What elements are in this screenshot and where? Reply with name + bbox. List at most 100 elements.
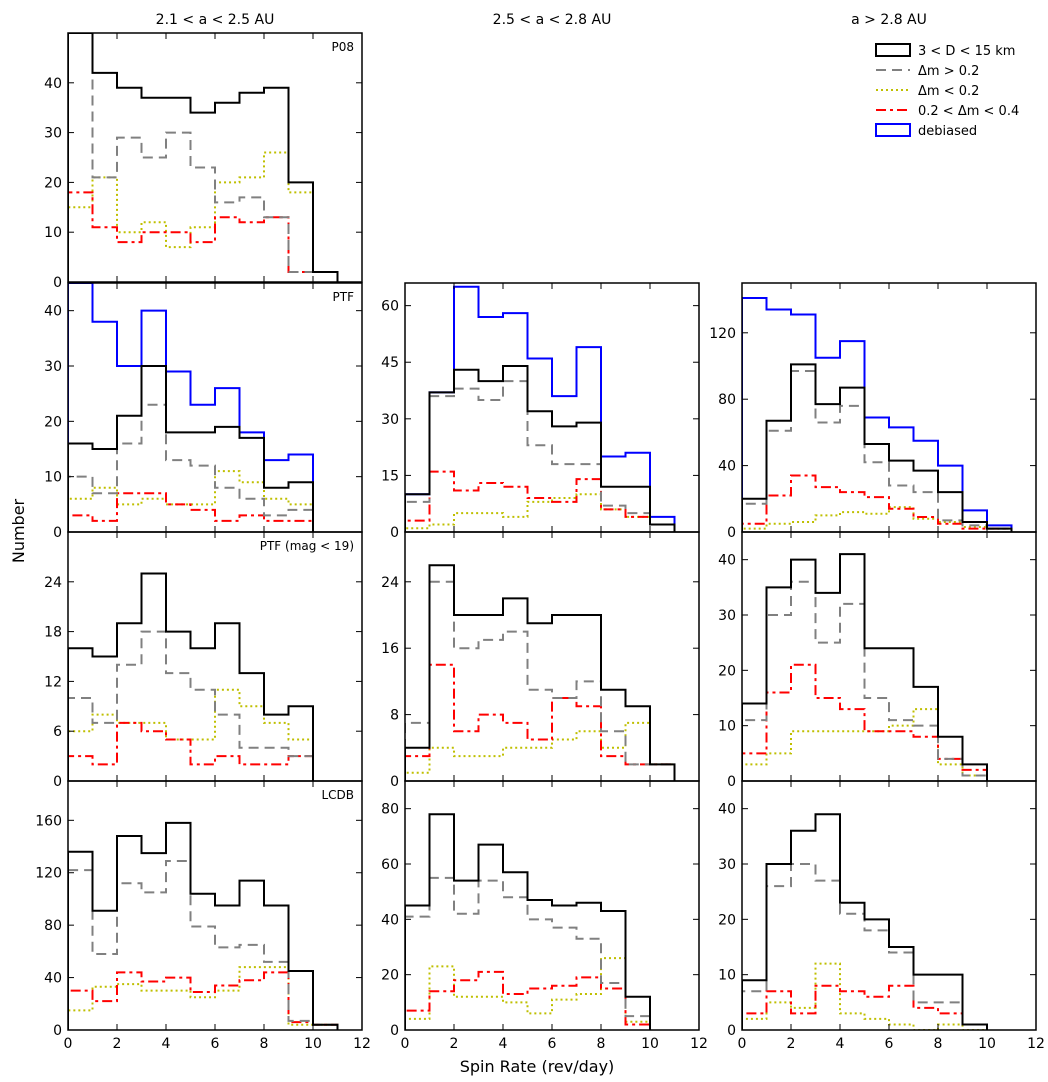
x-tick-label: 6 xyxy=(548,1036,557,1052)
y-tick-label: 20 xyxy=(718,912,736,928)
y-tick-label: 30 xyxy=(718,857,736,873)
y-tick-label: 40 xyxy=(44,304,62,320)
y-tick-label: 20 xyxy=(44,414,62,430)
x-tick-label: 2 xyxy=(450,1036,459,1052)
y-tick-label: 10 xyxy=(718,968,736,984)
series-mid-line xyxy=(68,971,339,1030)
column-title-2: 2.5 < a < 2.8 AU xyxy=(493,12,612,28)
series-lo-line xyxy=(405,721,676,781)
legend-swatch xyxy=(875,123,911,137)
y-tick-label: 45 xyxy=(381,355,399,371)
y-tick-label: 20 xyxy=(381,968,399,984)
series-main-line xyxy=(405,813,651,1030)
x-tick-label: 6 xyxy=(885,1036,894,1052)
series-main-line xyxy=(68,33,339,282)
y-tick-label: 80 xyxy=(718,392,736,408)
x-tick-label: 12 xyxy=(353,1036,371,1052)
y-tick-label: 20 xyxy=(44,175,62,191)
series-lo-line xyxy=(742,708,988,781)
series-mid-line xyxy=(68,492,314,532)
panel-series xyxy=(405,564,676,781)
y-tick-label: 40 xyxy=(381,912,399,928)
series-lo-line xyxy=(742,506,1013,532)
y-tick-label: 80 xyxy=(381,802,399,818)
series-main-line xyxy=(68,821,339,1030)
y-tick-label: 60 xyxy=(381,857,399,873)
panel-r3-c3: 0 10 20 30 40 xyxy=(718,531,1037,790)
series-hi-line xyxy=(405,580,676,781)
legend-label: Δm < 0.2 xyxy=(918,84,979,99)
x-axis-label: Spin Rate (rev/day) xyxy=(460,1057,615,1076)
y-tick-label: 8 xyxy=(390,708,399,724)
panel-r4-c2: 0 20 40 60 80 0 2 4 6 8 10 12 xyxy=(381,780,708,1052)
legend-label: 0.2 < Δm < 0.4 xyxy=(918,104,1019,119)
x-tick-label: 12 xyxy=(1027,1036,1045,1052)
y-tick-label: 30 xyxy=(381,412,399,428)
panel-frame xyxy=(741,531,1037,782)
series-main-line xyxy=(742,553,988,781)
series-deb-line xyxy=(742,296,1013,532)
x-tick-label: 0 xyxy=(738,1036,747,1052)
panel-r2-c1: 0 10 20 30 40 PTF xyxy=(44,282,363,541)
panel-r4-c1: 0 40 80 120 160 0 2 4 6 8 10 12 LCDB xyxy=(35,780,371,1052)
column-title-1: 2.1 < a < 2.5 AU xyxy=(156,12,275,28)
panel-frame xyxy=(67,282,363,533)
y-tick-label: 80 xyxy=(44,918,62,934)
series-main-line xyxy=(405,365,676,532)
panel-r2-c2: 0 15 30 45 60 xyxy=(381,282,700,541)
y-tick-label: 30 xyxy=(44,126,62,142)
x-tick-label: 12 xyxy=(690,1036,708,1052)
panel-series xyxy=(68,572,314,781)
x-tick-label: 8 xyxy=(260,1036,269,1052)
series-mid-line xyxy=(68,721,314,781)
y-tick-label: 0 xyxy=(727,525,736,541)
y-tick-label: 0 xyxy=(390,774,399,790)
y-tick-label: 12 xyxy=(44,674,62,690)
y-tick-label: 0 xyxy=(53,774,62,790)
x-tick-label: 4 xyxy=(162,1036,171,1052)
panel-r3-c2: 0 8 16 24 xyxy=(381,531,700,790)
y-tick-label: 40 xyxy=(718,553,736,569)
y-tick-label: 0 xyxy=(727,1023,736,1039)
legend-label: 3 < D < 15 km xyxy=(918,44,1015,59)
x-tick-label: 10 xyxy=(304,1036,322,1052)
panel-annotation: PTF (mag < 19) xyxy=(260,539,354,553)
y-tick-label: 0 xyxy=(53,275,62,291)
legend-label: Δm > 0.2 xyxy=(918,64,979,79)
series-hi-line xyxy=(68,33,339,282)
y-tick-label: 0 xyxy=(390,1023,399,1039)
y-tick-label: 16 xyxy=(381,641,399,657)
panel-annotation: P08 xyxy=(331,40,354,54)
y-tick-label: 10 xyxy=(44,225,62,241)
series-hi-line xyxy=(742,369,1013,532)
x-tick-label: 2 xyxy=(787,1036,796,1052)
x-tick-label: 10 xyxy=(978,1036,996,1052)
x-tick-label: 0 xyxy=(64,1036,73,1052)
legend-label: debiased xyxy=(918,124,977,139)
panel-r2-c3: 0 40 80 120 xyxy=(709,282,1037,541)
y-tick-label: 18 xyxy=(44,625,62,641)
x-tick-label: 10 xyxy=(641,1036,659,1052)
panel-r4-c3: 0 10 20 30 40 0 2 4 6 8 10 12 xyxy=(718,780,1045,1052)
x-tick-label: 8 xyxy=(934,1036,943,1052)
series-hi-line xyxy=(742,863,988,1030)
y-tick-label: 30 xyxy=(718,608,736,624)
x-tick-label: 4 xyxy=(499,1036,508,1052)
y-tick-label: 40 xyxy=(44,76,62,92)
y-tick-label: 120 xyxy=(35,866,62,882)
panel-frame xyxy=(741,282,1037,533)
panel-r3-c1: 0 6 12 18 24 PTF (mag < 19) xyxy=(44,531,363,790)
series-mid-line xyxy=(742,474,1013,532)
panel-frame xyxy=(67,32,363,283)
y-tick-label: 40 xyxy=(718,459,736,475)
series-deb-line xyxy=(68,283,314,532)
y-tick-label: 10 xyxy=(718,719,736,735)
y-tick-label: 20 xyxy=(718,663,736,679)
panel-annotation: LCDB xyxy=(321,788,354,802)
y-tick-label: 30 xyxy=(44,359,62,375)
panel-frame xyxy=(404,282,700,533)
series-main-line xyxy=(742,363,1013,532)
series-lo-line xyxy=(405,957,651,1030)
series-mid-line xyxy=(405,970,651,1030)
